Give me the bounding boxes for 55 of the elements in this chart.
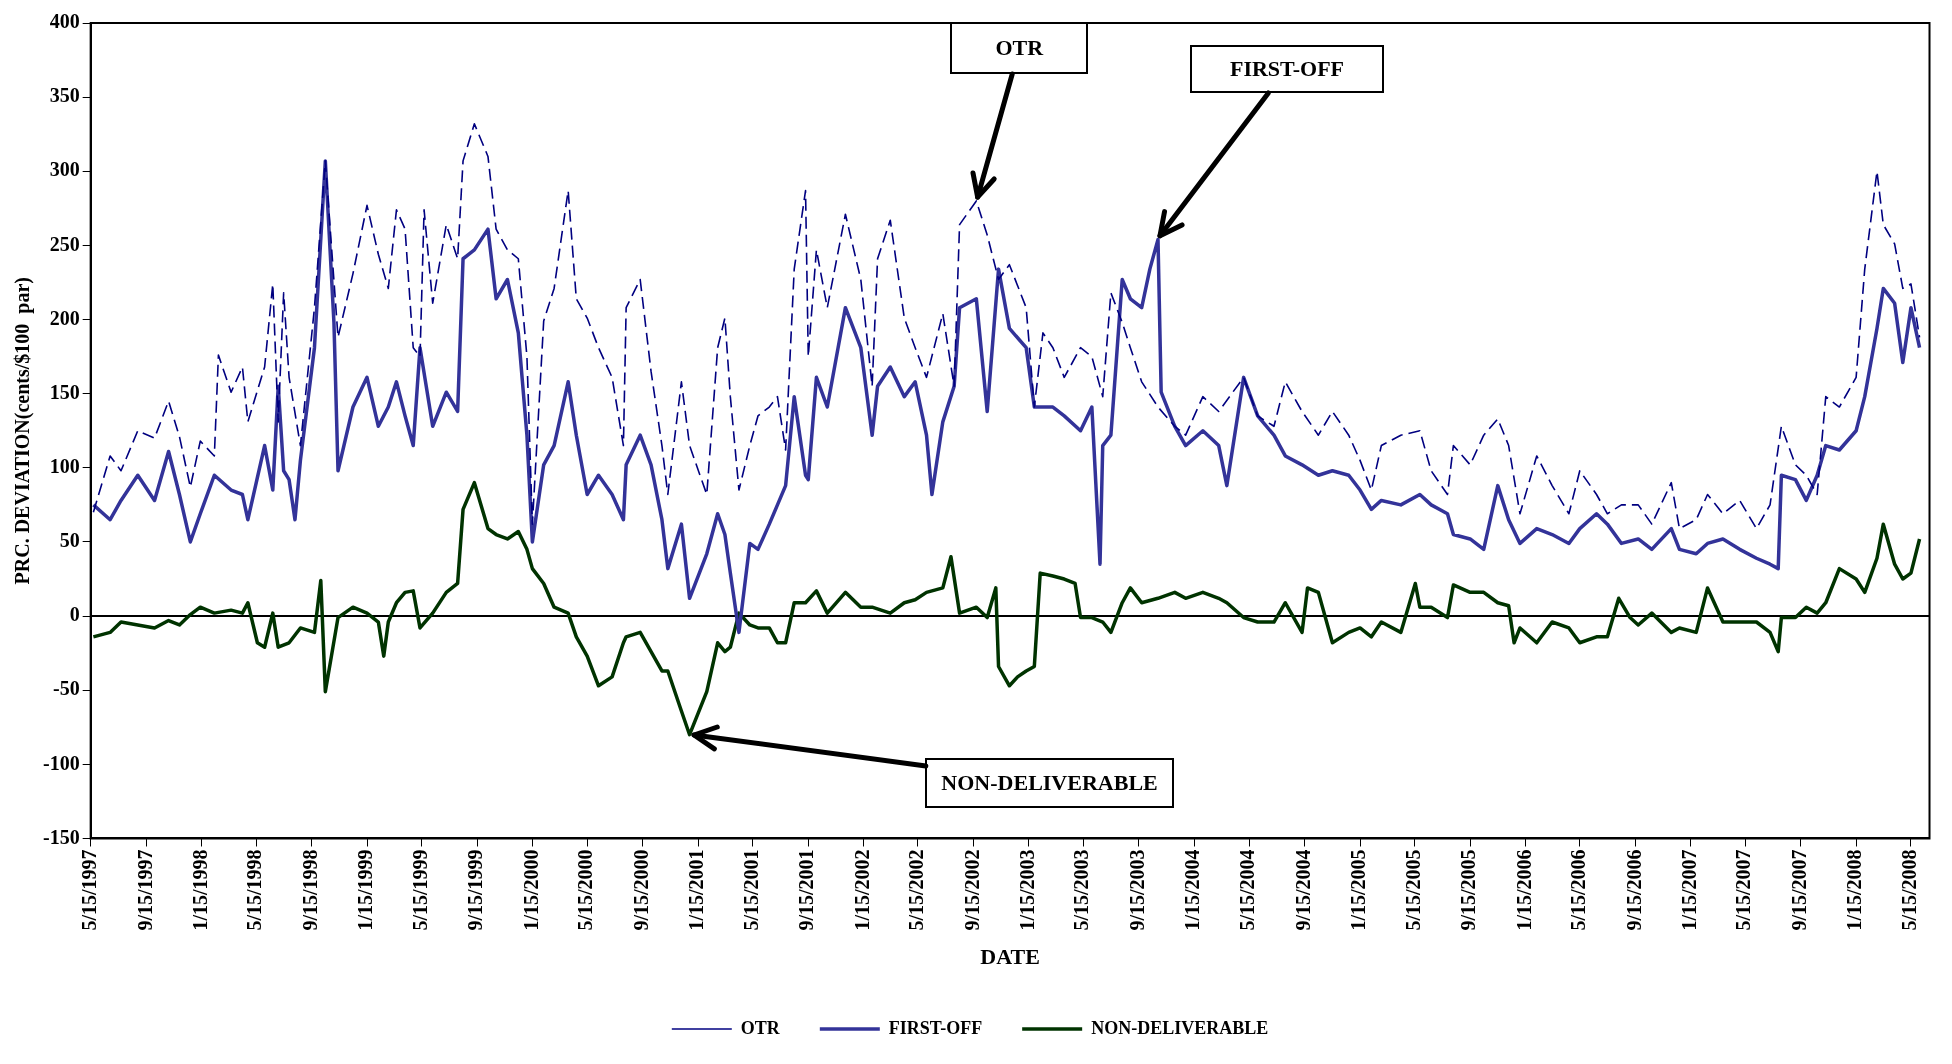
legend-label: FIRST-OFF [888,1017,983,1038]
legend-label: NON-DELIVERABLE [1091,1017,1269,1038]
y-tick-label: -50 [52,677,80,700]
x-tick-label: 5/15/2007 [1732,849,1755,931]
x-tick-label: 9/15/1997 [133,849,156,931]
line-series [92,123,1921,530]
x-tick-label: 5/15/2003 [1070,849,1093,931]
x-tick-label: 5/15/2005 [1401,849,1424,931]
y-tick-label: 350 [49,84,80,107]
x-tick-label: 1/15/2005 [1347,849,1370,931]
x-tick-label: 5/15/2002 [905,849,928,931]
y-axis-title: PRC. DEVIATION(cents/$100 par) [11,277,35,585]
y-tick-label: 150 [49,380,80,403]
annotation: FIRST-OFF [1229,56,1345,83]
x-tick-label: 1/15/1999 [354,849,377,931]
y-tick-label: 400 [49,10,80,33]
y-tick-label: 0 [69,603,80,626]
x-tick-label: 9/15/2001 [795,849,818,931]
y-tick-label: 50 [59,529,80,552]
x-tick-label: 1/15/2007 [1677,849,1700,931]
y-tick-label: -100 [42,751,80,774]
x-tick-label: 1/15/2001 [685,849,708,931]
y-tick-label: 100 [49,454,80,477]
x-tick-label: 9/15/2007 [1788,849,1811,931]
y-tick-label: -150 [42,825,80,848]
x-tick-label: 1/15/2000 [519,849,542,931]
x-tick-label: 5/15/2001 [739,849,762,931]
y-tick-label: 250 [49,232,80,255]
x-tick-label: 1/15/2004 [1181,849,1204,931]
x-tick-label: 9/15/2006 [1622,849,1645,931]
x-tick-label: 5/15/1999 [408,849,431,931]
x-tick-label: 1/15/2006 [1512,849,1535,931]
x-tick-label: 1/15/2008 [1843,849,1866,931]
annotation: NON-DELIVERABLE [941,769,1158,796]
x-tick-label: 1/15/2002 [850,849,873,931]
x-tick-label: 5/15/1997 [77,849,100,931]
legend-label: OTR [740,1017,781,1038]
x-tick-label: 5/15/2008 [1898,849,1921,931]
x-tick-label: 5/15/2000 [574,849,597,931]
y-tick-label: 200 [49,306,80,329]
x-tick-label: 9/15/2000 [630,849,653,931]
x-tick-label: 9/15/2004 [1291,849,1314,931]
x-tick-label: 9/15/2002 [960,849,983,931]
x-tick-label: 9/15/2005 [1457,849,1480,931]
y-tick-label: 300 [49,158,80,181]
x-tick-label: 9/15/1998 [298,849,321,931]
x-tick-label: 9/15/2003 [1126,849,1149,931]
x-tick-label: 9/15/1999 [464,849,487,931]
annotation: OTR [995,34,1044,61]
x-tick-label: 5/15/2004 [1236,849,1259,931]
x-tick-label: 5/15/1998 [243,849,266,931]
x-tick-label: 1/15/2003 [1016,849,1039,931]
x-tick-label: 5/15/2006 [1566,849,1589,931]
x-tick-label: 1/15/1998 [188,849,211,931]
x-axis-title: DATE [980,944,1040,970]
